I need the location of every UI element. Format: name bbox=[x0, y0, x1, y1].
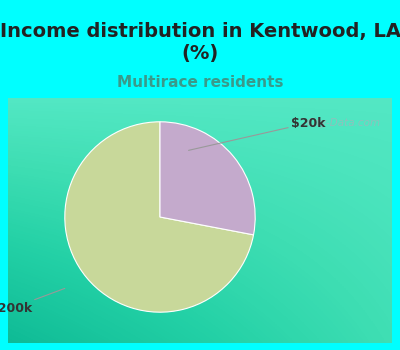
Text: City-Data.com: City-Data.com bbox=[306, 118, 380, 128]
Wedge shape bbox=[65, 122, 254, 312]
Text: $200k: $200k bbox=[0, 288, 65, 315]
Text: Multirace residents: Multirace residents bbox=[117, 75, 283, 90]
Text: Income distribution in Kentwood, LA
(%): Income distribution in Kentwood, LA (%) bbox=[0, 22, 400, 63]
Wedge shape bbox=[160, 122, 255, 235]
Text: $20k: $20k bbox=[188, 117, 326, 150]
